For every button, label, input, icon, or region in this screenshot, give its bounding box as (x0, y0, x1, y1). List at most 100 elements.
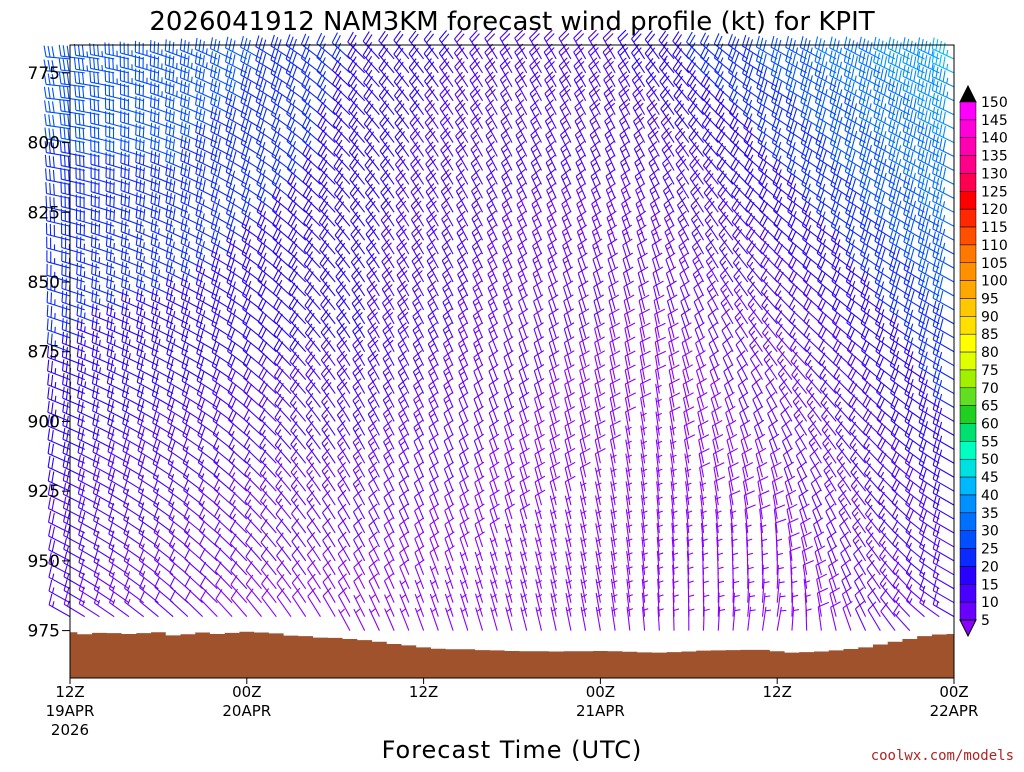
barb-flag (171, 386, 174, 397)
barb-flag (443, 309, 452, 316)
barb-half-flag (401, 609, 406, 612)
barb-flag (123, 481, 126, 492)
barb-flag (81, 319, 82, 330)
barb-flag (53, 101, 55, 112)
barb-half-flag (370, 414, 374, 418)
barb-flag (272, 159, 276, 170)
barb-flag (169, 151, 170, 162)
barb-flag (259, 339, 264, 349)
barb-flag (302, 75, 307, 85)
barb-half-flag (188, 269, 189, 275)
barb-half-flag (294, 210, 297, 215)
barb-half-flag (278, 142, 280, 147)
barb-flag (233, 151, 236, 162)
barb-flag (261, 519, 267, 528)
barb-flag (259, 79, 262, 90)
barb-flag (398, 378, 407, 386)
barb-half-flag (473, 135, 477, 139)
barb-flag (67, 60, 69, 71)
barb-flag (261, 273, 266, 283)
barb-flag (414, 378, 423, 385)
barb-flag (188, 125, 190, 136)
barb-shaft (460, 538, 468, 561)
barb-flag (77, 290, 78, 301)
barb-half-flag (309, 470, 313, 474)
barb-flag (68, 128, 69, 139)
barb-flag (61, 168, 62, 179)
barb-flag (414, 434, 423, 441)
barb-flag (63, 59, 65, 70)
barb-flag (231, 398, 236, 408)
barb-half-flag (84, 313, 85, 319)
barb-half-flag (144, 311, 145, 317)
barb-flag (181, 136, 183, 147)
barb-flag (184, 480, 188, 491)
barb-flag (150, 82, 151, 93)
barb-flag (184, 494, 189, 504)
barb-half-flag (445, 330, 449, 334)
wind-barb (274, 353, 291, 380)
barb-flag (245, 149, 248, 160)
barb-flag (52, 458, 54, 469)
barb-half-flag (370, 386, 374, 390)
barb-half-flag (415, 386, 419, 390)
barb-half-flag (294, 252, 297, 257)
barb-flag (170, 193, 172, 204)
barb-flag (258, 270, 263, 280)
barb-flag (113, 44, 114, 55)
barb-flag (384, 560, 393, 567)
barb-flag (182, 384, 185, 395)
barb-half-flag (172, 529, 174, 534)
barb-half-flag (445, 316, 449, 320)
barb-flag (246, 561, 252, 570)
wind-barb (319, 185, 335, 212)
barb-half-flag (340, 442, 344, 446)
barb-flag (140, 180, 141, 191)
barb-flag (261, 533, 268, 542)
barb-half-flag (188, 297, 189, 303)
barb-flag (124, 495, 127, 506)
wind-barb (385, 609, 395, 631)
barb-flag (173, 84, 174, 95)
barb-flag (292, 505, 299, 514)
barb-half-flag (158, 228, 159, 234)
wind-barb (211, 79, 233, 101)
barb-flag (79, 593, 82, 604)
barb-half-flag (415, 330, 419, 334)
barb-flag (246, 356, 251, 366)
barb-flag (243, 326, 248, 336)
barb-half-flag (293, 141, 295, 146)
barb-half-flag (340, 456, 344, 460)
barb-half-flag (445, 344, 449, 348)
barb-flag (291, 491, 298, 500)
barb-flag (62, 318, 63, 329)
barb-flag (140, 166, 141, 177)
barb-flag (66, 402, 68, 413)
barb-flag (75, 72, 76, 83)
wind-barb (415, 608, 423, 631)
barb-flag (122, 317, 124, 328)
barb-flag (275, 134, 279, 145)
barb-half-flag (188, 255, 189, 261)
barb-flag (277, 561, 284, 570)
barb-flag (188, 83, 189, 94)
barb-flag (180, 39, 181, 50)
wind-barb (196, 121, 218, 142)
barb-flag (335, 49, 340, 59)
barb-half-flag (187, 529, 189, 534)
barb-half-flag (460, 316, 464, 320)
barb-half-flag (444, 288, 448, 292)
barb-half-flag (308, 141, 311, 146)
barb-flag (203, 97, 205, 108)
barb-flag (260, 121, 264, 132)
barb-flag (276, 533, 283, 542)
barb-flag (63, 387, 65, 398)
barb-flag (79, 127, 80, 138)
barb-half-flag (144, 284, 145, 290)
barb-flag (276, 258, 281, 268)
barb-flag (258, 243, 263, 253)
barb-half-flag (370, 456, 374, 460)
wind-barb (196, 149, 218, 171)
wind-barb (275, 380, 291, 407)
